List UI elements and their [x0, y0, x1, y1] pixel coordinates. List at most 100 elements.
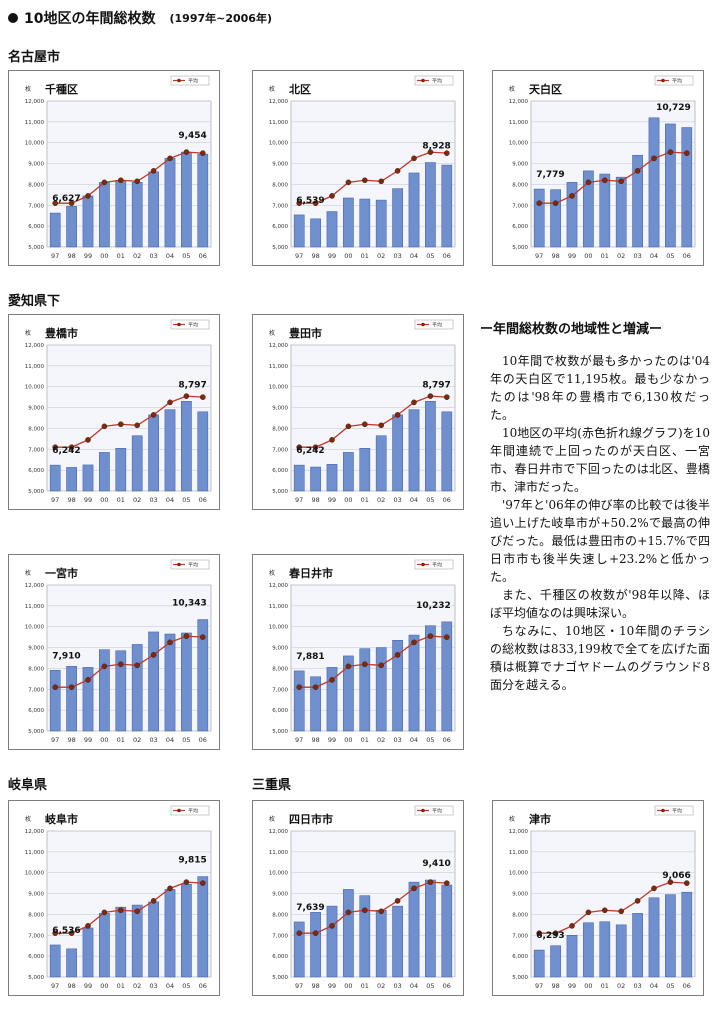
average-marker [585, 909, 592, 916]
y-tick-label: 11,000 [269, 604, 289, 610]
bar [310, 218, 321, 248]
bar [66, 666, 77, 732]
bar [375, 647, 387, 732]
average-marker [651, 155, 657, 162]
y-tick-label: 8,000 [28, 912, 44, 918]
average-marker [68, 684, 75, 690]
y-tick-label: 11,000 [509, 120, 529, 126]
legend-label: 平均 [432, 562, 442, 569]
average-line [55, 881, 203, 934]
legend-label: 平均 [188, 562, 198, 569]
data-label-last: 8,797 [422, 380, 450, 390]
x-tick-label: 97 [51, 496, 59, 504]
bar [115, 650, 127, 732]
data-label-last: 10,729 [656, 103, 691, 113]
average-marker [101, 663, 108, 670]
y-tick-label: 11,000 [25, 850, 45, 856]
bar [632, 913, 643, 978]
legend-label: 平均 [432, 322, 442, 329]
average-marker [118, 177, 124, 184]
bar [197, 876, 209, 978]
y-tick-label: 10,000 [269, 625, 289, 631]
x-tick-label: 06 [199, 252, 207, 260]
x-tick-label: 04 [650, 252, 658, 260]
average-marker [68, 444, 75, 450]
unit-label: 枚 [509, 815, 515, 823]
x-tick-label: 03 [633, 252, 641, 260]
legend: 平均 [170, 319, 210, 330]
bar [392, 905, 403, 978]
y-tick-label: 12,000 [509, 829, 529, 835]
bar [665, 894, 676, 978]
y-tick-label: 5,000 [28, 729, 44, 735]
average-marker [134, 908, 140, 915]
bar [49, 670, 61, 732]
bar [441, 164, 453, 248]
legend-label: 平均 [188, 322, 198, 329]
chart-panel-toyota: 12,000 11,000 10,000 9,000 8,000 7,000 6,000 5,… [252, 314, 464, 510]
x-tick-label: 04 [410, 982, 418, 990]
x-tick-label: 97 [295, 496, 303, 504]
y-tick-label: 7,000 [512, 933, 528, 939]
x-tick-label: 02 [377, 736, 385, 744]
region-label-aichi: 愛知県下 [8, 294, 61, 309]
x-tick-label: 06 [683, 982, 691, 990]
average-line [539, 151, 687, 204]
bar [181, 883, 192, 978]
bar [197, 153, 209, 248]
average-marker [618, 178, 624, 185]
y-tick-label: 5,000 [272, 975, 288, 981]
x-tick-label: 97 [295, 736, 303, 744]
bar [441, 411, 453, 492]
x-tick-label: 05 [666, 982, 674, 990]
bar [115, 906, 127, 978]
chart-title: 北区 [289, 82, 311, 96]
x-tick-label: 03 [149, 496, 157, 504]
x-tick-label: 98 [551, 982, 559, 990]
x-tick-label: 01 [117, 736, 125, 744]
bar [408, 881, 420, 978]
average-marker [68, 200, 75, 206]
bar [131, 182, 143, 248]
chart-title: 春日井市 [289, 566, 333, 580]
x-tick-label: 99 [84, 736, 92, 744]
average-marker [362, 907, 368, 914]
average-marker [427, 633, 434, 639]
x-tick-label: 04 [166, 496, 174, 504]
average-marker [378, 908, 384, 915]
average-marker [394, 898, 401, 904]
bar [343, 889, 354, 978]
x-tick-label: 04 [166, 252, 174, 260]
legend-marker [177, 78, 181, 83]
bar [583, 922, 594, 978]
average-marker [134, 178, 140, 185]
legend-marker [177, 562, 181, 567]
bar [648, 897, 660, 978]
x-tick-label: 02 [377, 496, 385, 504]
bar [131, 904, 143, 978]
y-tick-label: 10,000 [509, 871, 529, 877]
bullet-icon [8, 13, 18, 23]
y-tick-label: 5,000 [28, 975, 44, 981]
bar [197, 619, 209, 732]
average-marker [667, 149, 674, 155]
bar [293, 670, 305, 732]
average-marker [411, 155, 417, 162]
y-tick-label: 9,000 [28, 162, 44, 168]
average-marker [85, 193, 91, 199]
y-tick-label: 11,000 [25, 364, 45, 370]
y-tick-label: 5,000 [28, 245, 44, 251]
x-tick-label: 00 [100, 982, 108, 990]
data-label-first: 7,779 [536, 170, 564, 180]
average-marker [411, 885, 417, 892]
y-tick-label: 11,000 [269, 120, 289, 126]
average-marker [183, 149, 190, 155]
bar [99, 913, 110, 978]
bar [82, 195, 94, 248]
average-marker [312, 200, 319, 206]
x-tick-label: 98 [67, 252, 75, 260]
average-marker [536, 930, 543, 936]
average-marker [85, 437, 91, 443]
legend-marker [421, 78, 425, 83]
chart-svg: 12,000 11,000 10,000 9,000 8,000 7,000 6,000 5,… [25, 805, 212, 990]
